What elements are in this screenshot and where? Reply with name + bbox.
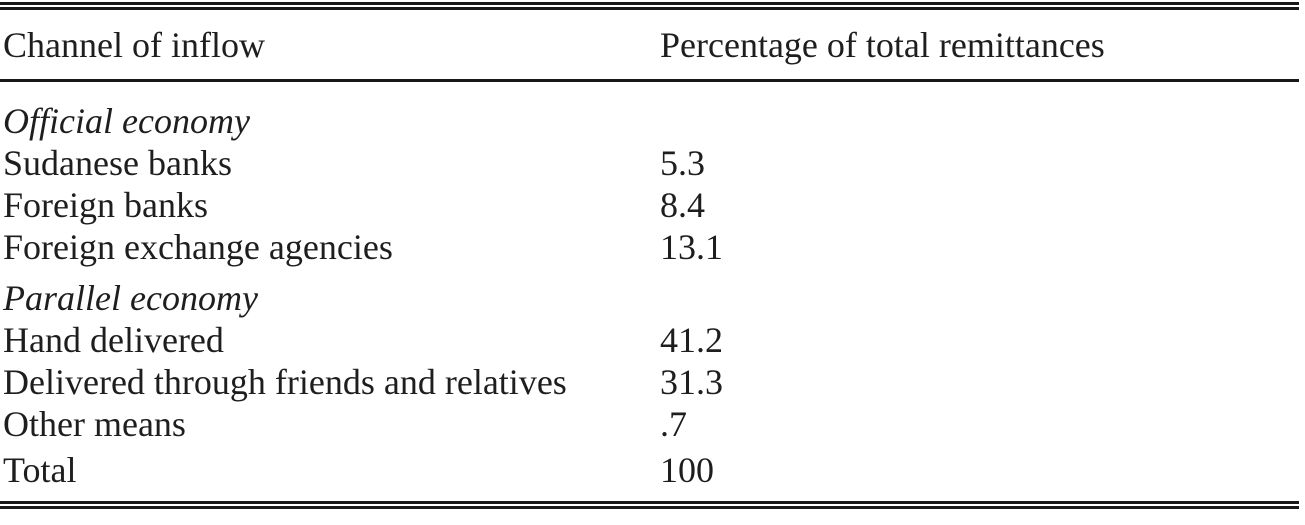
row-value: 8.4 (660, 185, 705, 225)
row-value: 41.2 (660, 320, 723, 360)
row-label: Official economy (3, 101, 250, 141)
row-value (657, 277, 1305, 319)
table-row-foreign-banks: Foreign banks 8.4 (0, 184, 1305, 226)
table-row-parallel-economy: Parallel economy (0, 277, 1305, 319)
table-row-sudanese-banks: Sudanese banks 5.3 (0, 142, 1305, 184)
row-value: .7 (660, 404, 687, 444)
row-label: Other means (3, 404, 186, 444)
row-label: Total (3, 450, 77, 490)
table-body: Official economy Sudanese banks 5.3 Fore… (0, 100, 1305, 491)
row-value: 31.3 (660, 362, 723, 402)
column-header-channel: Channel of inflow (3, 25, 265, 65)
table-header-row: Channel of inflow Percentage of total re… (0, 24, 1305, 66)
table-row-official-economy: Official economy (0, 100, 1305, 142)
table-row-other-means: Other means .7 (0, 403, 1305, 445)
table-row-delivered-through-friends: Delivered through friends and relatives … (0, 361, 1305, 403)
table-row-hand-delivered: Hand delivered 41.2 (0, 319, 1305, 361)
row-value (657, 100, 1305, 142)
table-row-total: Total 100 (0, 449, 1305, 491)
table-row-foreign-exchange-agencies: Foreign exchange agencies 13.1 (0, 226, 1305, 268)
top-double-rule (0, 2, 1299, 10)
column-header-percentage: Percentage of total remittances (660, 25, 1105, 65)
row-value: 13.1 (660, 227, 723, 267)
row-label: Foreign exchange agencies (3, 227, 393, 267)
bottom-double-rule (0, 501, 1299, 509)
row-label: Delivered through friends and relatives (3, 362, 567, 402)
row-label: Foreign banks (3, 185, 208, 225)
row-value: 100 (660, 450, 714, 490)
row-value: 5.3 (660, 143, 705, 183)
row-label: Parallel economy (3, 278, 258, 318)
row-label: Sudanese banks (3, 143, 232, 183)
header-rule (0, 79, 1299, 82)
row-label: Hand delivered (3, 320, 224, 360)
